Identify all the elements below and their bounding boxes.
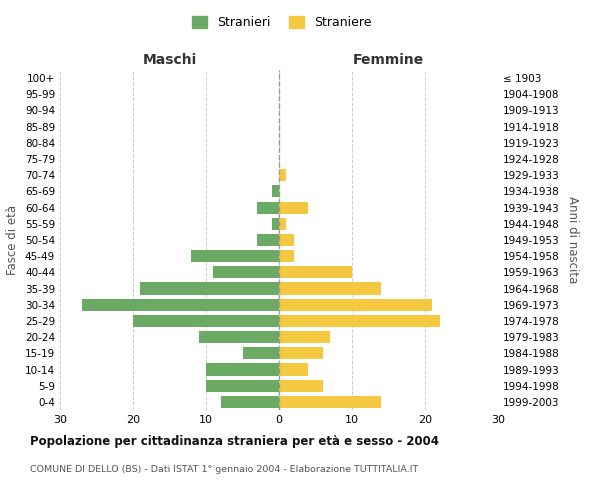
Bar	[279, 202, 308, 213]
Bar	[82, 298, 279, 311]
Bar	[221, 396, 279, 408]
Text: Popolazione per cittadinanza straniera per età e sesso - 2004: Popolazione per cittadinanza straniera p…	[30, 435, 439, 448]
Bar	[140, 282, 279, 294]
Y-axis label: Anni di nascita: Anni di nascita	[566, 196, 579, 284]
Bar	[279, 250, 293, 262]
Bar	[279, 282, 381, 294]
Bar	[279, 218, 286, 230]
Bar	[214, 266, 279, 278]
Bar	[279, 331, 330, 343]
Bar	[242, 348, 279, 360]
Bar	[206, 364, 279, 376]
Bar	[257, 234, 279, 246]
Bar	[206, 380, 279, 392]
Bar	[191, 250, 279, 262]
Bar	[279, 380, 323, 392]
Legend: Stranieri, Straniere: Stranieri, Straniere	[187, 11, 377, 34]
Bar	[272, 218, 279, 230]
Text: COMUNE DI DELLO (BS) - Dati ISTAT 1° gennaio 2004 - Elaborazione TUTTITALIA.IT: COMUNE DI DELLO (BS) - Dati ISTAT 1° gen…	[30, 465, 418, 474]
Bar	[279, 234, 293, 246]
Bar	[279, 298, 432, 311]
Bar	[279, 169, 286, 181]
Bar	[279, 348, 323, 360]
Bar	[279, 364, 308, 376]
Bar	[279, 315, 440, 327]
Bar	[257, 202, 279, 213]
Bar	[199, 331, 279, 343]
Text: Maschi: Maschi	[142, 53, 197, 67]
Bar	[279, 396, 381, 408]
Bar	[133, 315, 279, 327]
Bar	[279, 266, 352, 278]
Bar	[272, 186, 279, 198]
Text: Femmine: Femmine	[353, 53, 424, 67]
Y-axis label: Fasce di età: Fasce di età	[7, 205, 19, 275]
